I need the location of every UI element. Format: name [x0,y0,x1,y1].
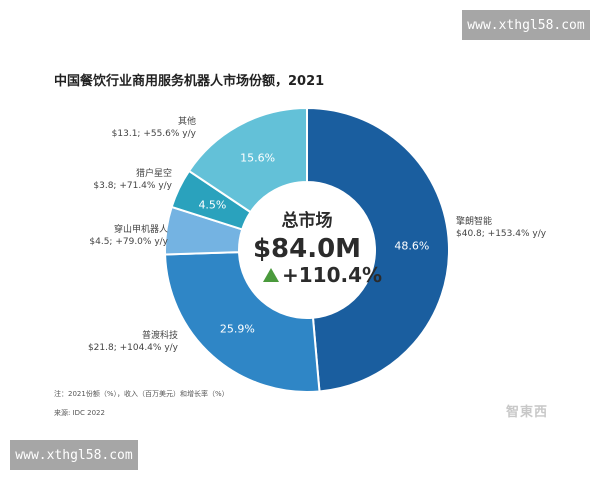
slice-name-label: 其他 [178,115,196,127]
watermark-top: www.xthgl58.com [462,10,590,40]
slice-name-label: 擎朗智能 [456,215,492,227]
publisher-logo: 智東西 [506,405,549,420]
slice-percent-label: 48.6% [394,239,429,252]
slice-name-label: 穿山甲机器人 [114,223,168,235]
footnote: 注：2021份额（%），收入（百万美元）和增长率（%） [54,390,229,398]
slice-name-label: 猎户星空 [136,167,172,179]
slice-name-label: 普渡科技 [142,329,178,341]
center-total: $84.0M [253,234,361,264]
slice-percent-label: 4.5% [198,198,226,211]
chart-title: 中国餐饮行业商用服务机器人市场份额，2021 [54,74,325,89]
donut-hole [239,182,375,318]
slice-detail-label: $13.1; +55.6% y/y [112,129,197,139]
slice-percent-label: 25.9% [220,323,255,336]
slice-detail-label: $40.8; +153.4% y/y [456,229,547,239]
slice-detail-label: $3.8; +71.4% y/y [93,181,172,191]
slice-detail-label: $21.8; +104.4% y/y [88,343,179,353]
watermark-bottom: www.xthgl58.com [10,440,138,470]
center-growth: +110.4% [282,263,382,287]
growth-up-arrow-icon [263,268,279,282]
slice-percent-label: 15.6% [240,151,275,164]
slice-detail-label: $4.5; +79.0% y/y [89,237,168,247]
source-note: 来源: IDC 2022 [54,409,105,417]
center-label: 总市场 [282,210,333,231]
